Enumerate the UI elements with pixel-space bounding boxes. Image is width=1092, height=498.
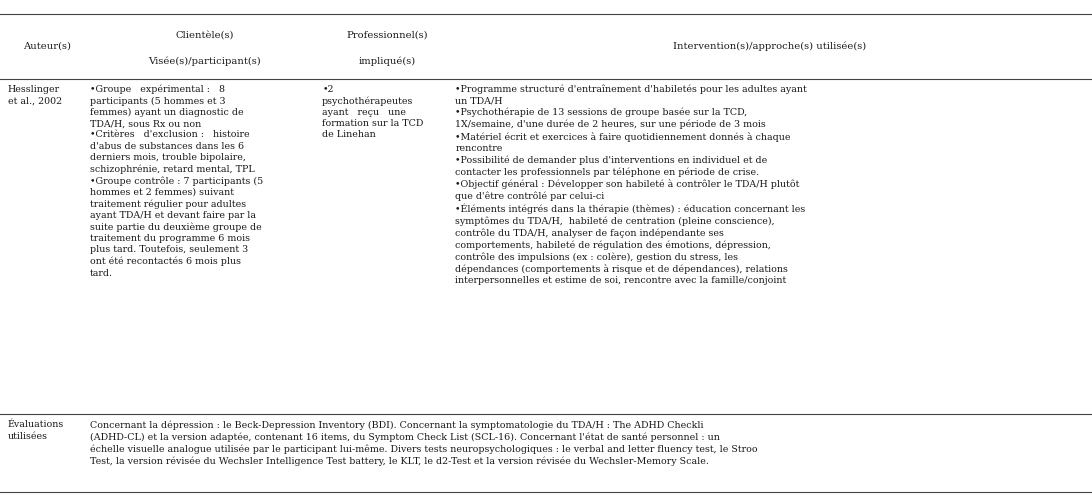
Text: Hesslinger
et al., 2002: Hesslinger et al., 2002: [8, 85, 62, 106]
Text: Visée(s)/participant(s): Visée(s)/participant(s): [149, 56, 261, 66]
Text: Professionnel(s): Professionnel(s): [347, 30, 428, 39]
Text: Évaluations
utilisées: Évaluations utilisées: [8, 420, 64, 441]
Text: Intervention(s)/approche(s) utilisée(s): Intervention(s)/approche(s) utilisée(s): [674, 41, 866, 51]
Text: impliqué(s): impliqué(s): [359, 56, 416, 66]
Text: Concernant la dépression : le Beck-Depression Inventory (BDI). Concernant la sym: Concernant la dépression : le Beck-Depre…: [90, 420, 757, 466]
Text: •2
psychothérapeutes
ayant   reçu   une
formation sur la TCD
de Linehan: •2 psychothérapeutes ayant reçu une form…: [322, 85, 424, 139]
Text: Clientèle(s): Clientèle(s): [176, 30, 234, 39]
Text: •Programme structuré d'entraînement d'habiletés pour les adultes ayant
un TDA/H
: •Programme structuré d'entraînement d'ha…: [455, 85, 807, 285]
Text: •Groupe   expérimental :   8
participants (5 hommes et 3
femmes) ayant un diagno: •Groupe expérimental : 8 participants (5…: [90, 85, 263, 277]
Text: Auteur(s): Auteur(s): [24, 42, 71, 51]
